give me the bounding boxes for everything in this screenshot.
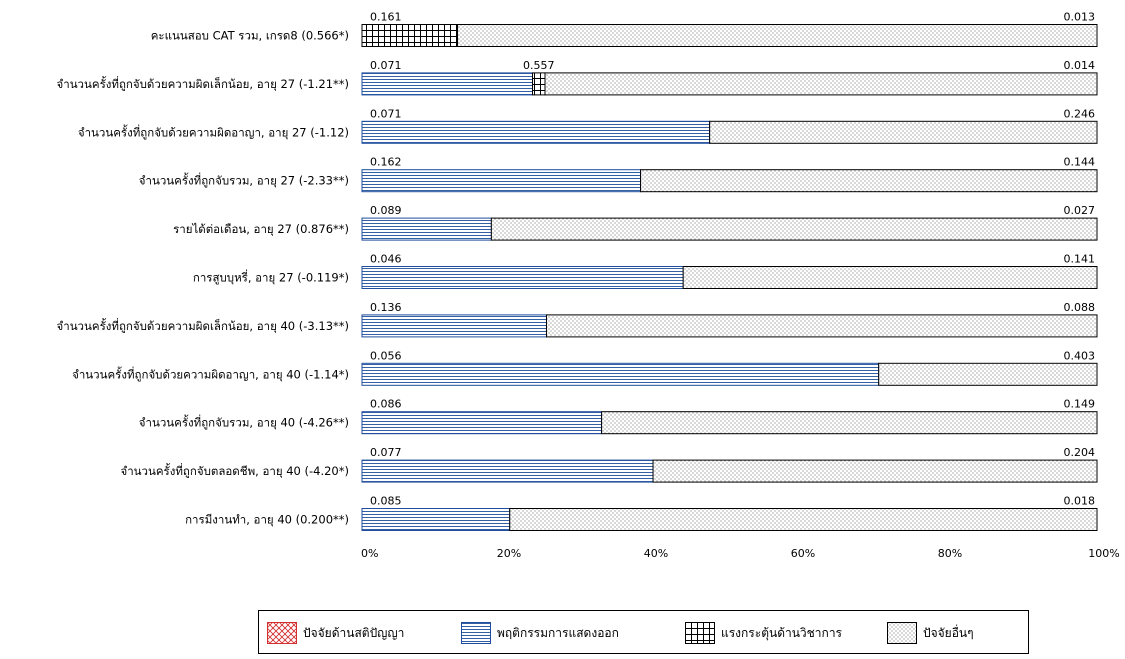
category-label: จำนวนครั้งที่ถูกจับด้วยความผิดอาญา, อายุ… [78, 124, 349, 139]
bar-segment-grid [361, 24, 459, 47]
category-label: จำนวนครั้งที่ถูกจับรวม, อายุ 40 (-4.26**… [139, 415, 349, 430]
bar-segment-dots [490, 217, 1098, 241]
x-tick-label: 80% [938, 547, 962, 560]
legend-item-academic-motivation: แรงกระตุ้นด้านวิชาการ [685, 621, 842, 645]
legend-label: แรงกระตุ้นด้านวิชาการ [721, 625, 842, 640]
bar-segment-dots [652, 459, 1098, 483]
value-label-right: 0.018 [1064, 495, 1096, 508]
value-label-left: 0.056 [370, 349, 402, 362]
bar-segment-dots [682, 266, 1098, 289]
legend-label: ปัจจัยด้านสติปัญญา [303, 625, 405, 640]
bars [361, 24, 1098, 531]
value-label-right: 0.013 [1064, 11, 1096, 24]
legend-item-behavior: พฤติกรรมการแสดงออก [461, 621, 619, 645]
bar-segment-dots [544, 72, 1098, 96]
bar-segment-dots [509, 508, 1098, 531]
bar-segment-grid [532, 72, 546, 96]
bar-segment-horizontal-lines [361, 459, 654, 483]
legend-swatch-grid [685, 622, 715, 644]
value-label-right: 0.246 [1064, 107, 1096, 120]
category-label: จำนวนครั้งที่ถูกจับด้วยความผิดเล็กน้อย, … [57, 318, 350, 333]
value-label-right: 0.403 [1064, 349, 1096, 362]
legend-swatch-dots [887, 622, 917, 644]
category-label: การมีงานทำ, อายุ 40 (0.200**) [185, 513, 349, 527]
value-label-left: 0.086 [370, 398, 402, 411]
chart: คะแนนสอบ CAT รวม, เกรด8 (0.566*) จำนวนครั… [57, 11, 1120, 561]
bar-segment-horizontal-lines [361, 266, 684, 289]
bar-segment-dots [709, 120, 1098, 144]
value-label-left: 0.071 [370, 59, 402, 72]
value-label-right: 0.144 [1064, 156, 1096, 169]
x-tick-label: 100% [1088, 547, 1119, 560]
value-label-left: 0.162 [370, 156, 402, 169]
bar-segment-horizontal-lines [361, 362, 880, 386]
legend-label: พฤติกรรมการแสดงออก [497, 625, 619, 640]
category-labels: คะแนนสอบ CAT รวม, เกรด8 (0.566*) จำนวนครั… [57, 29, 350, 527]
bar-segment-horizontal-lines [361, 411, 603, 435]
value-label-left: 0.089 [370, 204, 402, 217]
category-label: จำนวนครั้งที่ถูกจับรวม, อายุ 27 (-2.33**… [139, 173, 349, 188]
value-label-left: 0.136 [370, 301, 402, 314]
bar-segment-horizontal-lines [361, 217, 492, 241]
bar-segment-horizontal-lines [361, 169, 642, 193]
category-label: จำนวนครั้งที่ถูกจับด้วยความผิดอาญา, อายุ… [72, 366, 349, 381]
legend-item-other-factors: ปัจจัยอื่นๆ [887, 621, 974, 645]
bar-segment-horizontal-lines [361, 314, 547, 338]
legend-label: ปัจจัยอื่นๆ [923, 625, 974, 640]
bar-segment-dots [878, 362, 1098, 386]
legend-swatch-crosshatch [267, 622, 297, 644]
value-label-right: 0.088 [1064, 301, 1096, 314]
value-label-left: 0.085 [370, 495, 402, 508]
value-label-middle: 0.557 [523, 59, 555, 72]
value-labels: 0.161 0.013 0.071 0.557 0.014 0.071 0.246 0.162… [370, 11, 1095, 508]
category-label: จำนวนครั้งที่ถูกจับด้วยความผิดเล็กน้อย, … [57, 76, 350, 91]
legend-item-intelligence: ปัจจัยด้านสติปัญญา [267, 621, 404, 645]
value-label-left: 0.046 [370, 253, 402, 266]
x-tick-label: 60% [791, 547, 815, 560]
bar-segment-dots [457, 24, 1098, 47]
value-label-left: 0.071 [370, 107, 402, 120]
category-label: รายได้ต่อเดือน, อายุ 27 (0.876**) [173, 222, 349, 236]
x-tick-label: 0% [361, 547, 378, 560]
category-label: คะแนนสอบ CAT รวม, เกรด8 (0.566*) [151, 29, 349, 43]
category-label: การสูบบุหรี่, อายุ 27 (-0.119*) [193, 270, 349, 285]
value-label-right: 0.204 [1064, 446, 1096, 459]
bar-segment-horizontal-lines [361, 508, 511, 531]
value-label-right: 0.141 [1064, 253, 1096, 266]
category-label: จำนวนครั้งที่ถูกจับตลอดชีพ, อายุ 40 (-4.… [120, 463, 349, 478]
value-label-left: 0.161 [370, 11, 402, 24]
x-tick-label: 20% [497, 547, 521, 560]
value-label-right: 0.149 [1064, 398, 1096, 411]
legend: ปัจจัยด้านสติปัญญา พฤติกรรมการแสดงออก แร… [258, 610, 1029, 654]
bar-segment-horizontal-lines [361, 120, 711, 144]
legend-swatch-horizontal-lines [461, 622, 491, 644]
bar-segment-horizontal-lines [361, 72, 534, 96]
value-label-left: 0.077 [370, 446, 402, 459]
bar-segment-dots [601, 411, 1098, 435]
value-label-right: 0.027 [1064, 204, 1096, 217]
value-label-right: 0.014 [1064, 59, 1096, 72]
x-tick-label: 40% [644, 547, 668, 560]
x-axis-ticks: 0% 20% 40% 60% 80% 100% [361, 547, 1120, 560]
bar-segment-dots [640, 169, 1098, 193]
bar-segment-dots [545, 314, 1098, 338]
